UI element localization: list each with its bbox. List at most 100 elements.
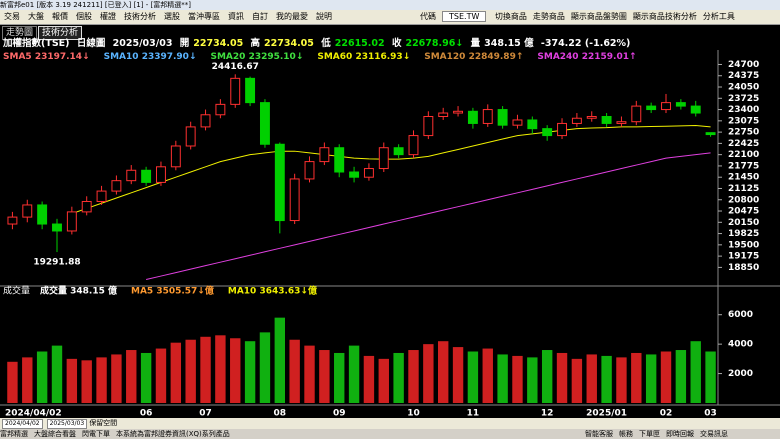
candle-body (571, 117, 582, 124)
y-tick-label: 19825 (728, 229, 759, 239)
status-item[interactable]: 帳務 (619, 430, 633, 438)
candle-body (156, 166, 166, 183)
candle-body (393, 147, 404, 156)
status-item[interactable]: 本系統為富邦證券資訊(XQ)系列產品 (116, 430, 230, 438)
toolbar-button[interactable]: 顯示商品技術分析 (632, 12, 697, 21)
menu-item[interactable]: 選股 (164, 12, 180, 21)
volume-bar (7, 361, 18, 403)
tab[interactable]: 技術分析 (38, 26, 83, 40)
volume-bar (616, 357, 627, 403)
status-item[interactable]: 閃電下單 (82, 430, 110, 438)
window-title: 新富邦e01 [版本 3.19 241211] [已登入] [1] - [富邦精… (0, 1, 191, 9)
volume-bar (497, 354, 508, 403)
legend-value: 22159.01↑ (582, 52, 637, 62)
panel-title: 成交量 (3, 285, 30, 297)
legend-entry: SMA240 22159.01↑ (537, 52, 636, 62)
volume-bar (556, 352, 568, 403)
status-item[interactable]: 富邦精選 (0, 430, 28, 438)
x-tick-label: 2025/01 (586, 409, 627, 419)
candle-body (111, 180, 122, 192)
date-input[interactable]: 2024/04/02 (2, 419, 43, 429)
volume-bar (111, 354, 122, 403)
toolbar: 代碼 TSE.TW 切換商品 走勢商品 顯示商品盤勢圖 顯示商品技術分析 分析工具 (420, 10, 741, 24)
menu-item[interactable]: 報價 (52, 12, 68, 21)
candle-body (96, 190, 107, 202)
y-tick-label: 2000 (728, 369, 753, 379)
candle-body (616, 121, 627, 124)
candle-body (497, 109, 508, 126)
toolbar-button[interactable]: 顯示商品盤勢圖 (570, 12, 627, 21)
candle-body (438, 112, 449, 117)
menu-item[interactable]: 技術分析 (124, 12, 156, 21)
y-tick-label: 23725 (728, 94, 759, 104)
menu-item[interactable]: 我的最愛 (276, 12, 308, 21)
y-tick-label: 19175 (728, 252, 759, 262)
volume-bar (437, 341, 449, 403)
x-tick-label: 08 (274, 409, 287, 419)
candle-body (512, 119, 523, 126)
volume-bar (378, 358, 389, 403)
volume-bar (467, 351, 479, 403)
toolbar-button[interactable]: 分析工具 (702, 12, 735, 21)
volume-bar (393, 352, 404, 403)
date: 2025/03/03 (112, 38, 173, 49)
status-item[interactable]: 智能客服 (585, 430, 613, 438)
toolbar-button[interactable]: 切換商品 (494, 12, 527, 21)
candle-body (378, 147, 389, 170)
menu-bar: 交易 大盤 報價 個股 權證 技術分析 選股 當沖專區 資訊 自訂 我的最愛 說明 (0, 10, 780, 25)
menu-item[interactable]: 資訊 (228, 12, 244, 21)
status-item[interactable]: 交易訊息 (700, 430, 728, 438)
volume-bar (690, 341, 701, 403)
label: 收 (391, 38, 402, 49)
menu-item[interactable]: 大盤 (28, 12, 44, 21)
volume-bar (408, 350, 419, 403)
legend-name: SMA20 (210, 52, 245, 62)
legend-value: 23295.10↓ (249, 52, 304, 62)
status-item[interactable]: 大盤綜合看盤 (34, 430, 76, 438)
label: 開 (179, 38, 190, 49)
x-tick-label: 12 (541, 409, 554, 419)
menu-item[interactable]: 說明 (316, 12, 332, 21)
volume-bar (348, 345, 360, 403)
y-tick-label: 23075 (728, 116, 759, 126)
candle-body (319, 147, 330, 163)
menu-item[interactable]: 當沖專區 (188, 12, 220, 21)
space-label: 保留空間 (89, 419, 118, 427)
menu-item[interactable]: 個股 (76, 12, 92, 21)
volume-bar (571, 358, 583, 403)
menu-item[interactable]: 自訂 (252, 12, 268, 21)
y-tick-label: 24700 (728, 60, 759, 70)
volume-bar (274, 317, 286, 403)
menu-item[interactable]: 交易 (4, 12, 20, 21)
volume-bar (452, 347, 464, 403)
legend-entry: SMA10 23397.90↓ (104, 52, 197, 62)
volume-bar (155, 348, 167, 403)
status-item[interactable]: 下單匣 (639, 430, 660, 438)
candle-body (215, 103, 226, 116)
value: 22734.05 (264, 38, 314, 49)
ma-line (146, 152, 711, 281)
quote-line: 加權指數(TSE) 日線圖 2025/03/03 開 22734.05 高 2273… (3, 38, 634, 50)
label: 低 (321, 38, 331, 49)
x-tick-label: 2024/04/02 (5, 409, 62, 419)
legend-entry: SMA5 23197.14↓ (3, 52, 90, 62)
tab[interactable]: 走勢圖 (2, 26, 38, 40)
code-input[interactable]: TSE.TW (442, 11, 487, 22)
legend-name: SMA5 (3, 52, 32, 62)
volume-bar (675, 350, 687, 403)
period: 日線圖 (76, 38, 106, 49)
toolbar-button[interactable]: 走勢商品 (532, 12, 565, 21)
volume-bar (230, 338, 241, 403)
status-item[interactable]: 即時回報 (666, 430, 694, 438)
date-input[interactable]: 2025/03/03 (46, 419, 88, 429)
menu-item[interactable]: 權證 (100, 12, 116, 21)
candle-body (482, 109, 493, 124)
x-tick-label: 02 (660, 409, 673, 419)
ma-line (71, 125, 711, 215)
candle-body (289, 178, 300, 222)
volume-bar (705, 351, 716, 403)
y-tick-label: 18850 (728, 263, 759, 273)
volume-bar (36, 351, 48, 403)
volume-bar (527, 357, 538, 403)
